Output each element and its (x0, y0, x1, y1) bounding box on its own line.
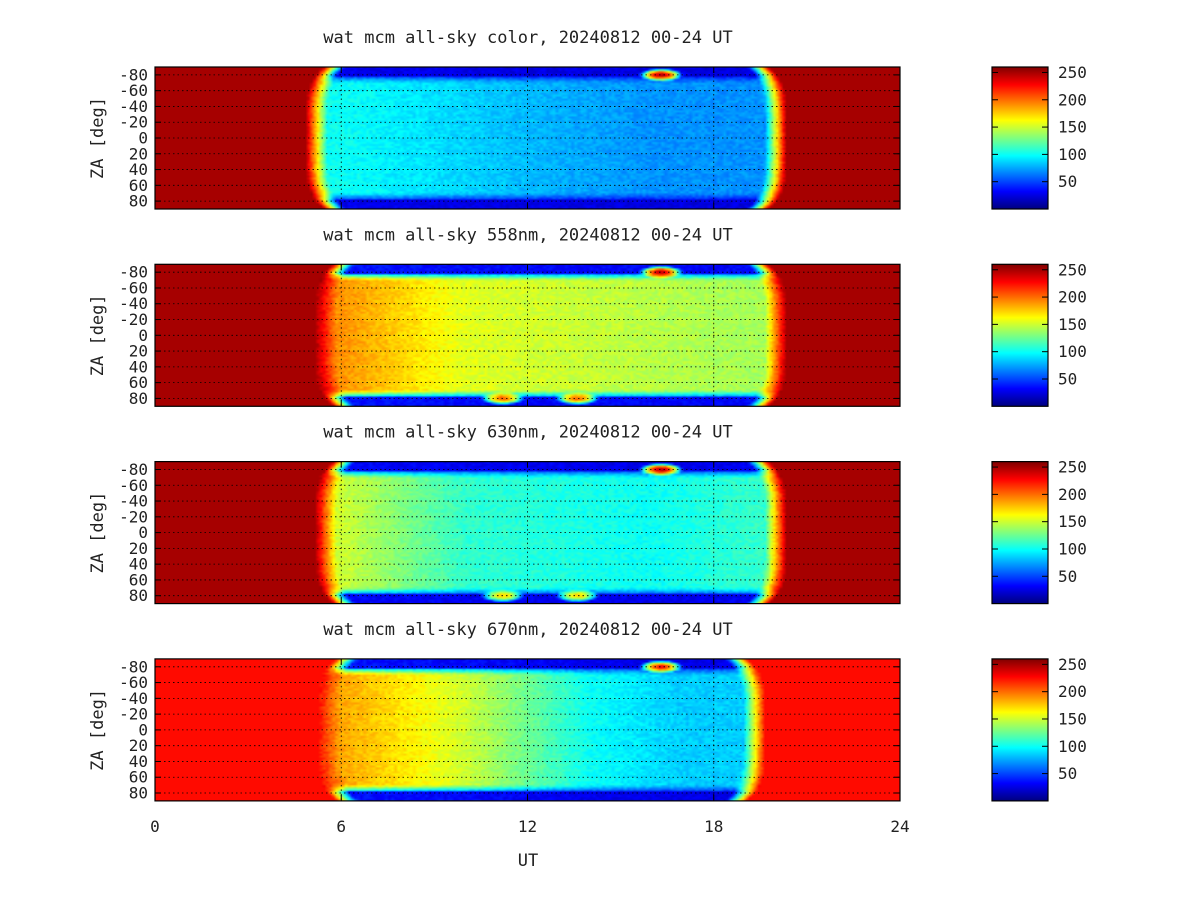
panel-2: wat mcm all-sky 558nm, 20240812 00-24 UT… (88, 225, 1087, 408)
x-tick-label: 24 (890, 817, 909, 836)
panel-3: wat mcm all-sky 630nm, 20240812 00-24 UT… (88, 423, 1087, 606)
colorbar-gradient (991, 263, 1049, 407)
y-tick-label: 0 (138, 523, 148, 542)
panel-title: wat mcm all-sky 630nm, 20240812 00-24 UT (323, 423, 732, 443)
y-tick-label: 40 (129, 160, 148, 179)
y-axis-label: ZA [deg] (88, 97, 108, 179)
panel-title: wat mcm all-sky 670nm, 20240812 00-24 UT (323, 620, 732, 640)
colorbar-tick-label: 250 (1058, 655, 1087, 674)
y-tick-label: 80 (129, 586, 148, 605)
colorbar-tick-label: 200 (1058, 485, 1087, 504)
colorbar: 50 100 150 200 250 (991, 260, 1087, 407)
y-tick-label: -20 (119, 113, 148, 132)
y-tick-label: 0 (138, 720, 148, 739)
y-tick-label: -60 (119, 476, 148, 495)
colorbar-tick-label: 100 (1058, 145, 1087, 164)
colorbar-tick-label: 150 (1058, 709, 1087, 728)
colorbar: 50 100 150 200 250 (991, 458, 1087, 605)
y-tick-label: -60 (119, 673, 148, 692)
y-tick-label: 60 (129, 570, 148, 589)
colorbar-tick-label: 150 (1058, 315, 1087, 334)
y-tick-label: 80 (129, 192, 148, 211)
colorbar-tick-label: 150 (1058, 512, 1087, 531)
colorbar-gradient (991, 66, 1049, 210)
colorbar-tick-label: 250 (1058, 458, 1087, 477)
y-tick-label: 60 (129, 373, 148, 392)
y-axis-label: ZA [deg] (88, 492, 108, 574)
y-tick-label: -40 (119, 492, 148, 511)
colorbar-tick-label: 200 (1058, 288, 1087, 307)
panel-4: wat mcm all-sky 670nm, 20240812 00-24 UT… (88, 620, 1087, 803)
y-tick-label: -40 (119, 689, 148, 708)
y-tick-label: 0 (138, 129, 148, 148)
colorbar-tick-label: 50 (1058, 567, 1077, 586)
colorbar-tick-label: 50 (1058, 172, 1077, 191)
y-tick-label: 60 (129, 768, 148, 787)
colorbar-gradient (991, 658, 1049, 802)
y-tick-label: 20 (129, 144, 148, 163)
y-axis-label: ZA [deg] (88, 689, 108, 771)
x-tick-label: 0 (150, 817, 160, 836)
panel-title: wat mcm all-sky color, 20240812 00-24 UT (323, 28, 732, 48)
colorbar-tick-label: 200 (1058, 90, 1087, 109)
y-tick-label: 20 (129, 736, 148, 755)
heatmap-image (155, 67, 900, 209)
y-tick-label: 40 (129, 752, 148, 771)
y-tick-label: 0 (138, 326, 148, 345)
colorbar-tick-label: 50 (1058, 369, 1077, 388)
y-tick-label: -60 (119, 81, 148, 100)
colorbar-tick-label: 100 (1058, 539, 1087, 558)
x-axis-label: UT (518, 851, 538, 871)
colorbar: 50 100 150 200 250 (991, 63, 1087, 210)
y-tick-label: -80 (119, 460, 148, 479)
y-tick-label: -80 (119, 65, 148, 84)
y-tick-label: 40 (129, 357, 148, 376)
y-tick-label: 80 (129, 784, 148, 803)
y-tick-label: 20 (129, 342, 148, 361)
y-tick-label: -20 (119, 310, 148, 329)
y-tick-label: -40 (119, 97, 148, 116)
panel-1: wat mcm all-sky color, 20240812 00-24 UT… (88, 28, 1087, 211)
y-tick-label: 80 (129, 389, 148, 408)
colorbar-tick-label: 50 (1058, 764, 1077, 783)
y-tick-label: 60 (129, 176, 148, 195)
panel-title: wat mcm all-sky 558nm, 20240812 00-24 UT (323, 225, 732, 245)
colorbar-tick-label: 200 (1058, 682, 1087, 701)
colorbar-tick-label: 250 (1058, 63, 1087, 82)
y-axis-label: ZA [deg] (88, 294, 108, 376)
y-tick-label: -80 (119, 657, 148, 676)
x-tick-label: 18 (704, 817, 723, 836)
x-tick-label: 6 (336, 817, 346, 836)
colorbar-tick-label: 250 (1058, 260, 1087, 279)
y-tick-label: -20 (119, 705, 148, 724)
y-tick-label: -20 (119, 507, 148, 526)
y-tick-label: 20 (129, 539, 148, 558)
colorbar-tick-label: 100 (1058, 737, 1087, 756)
y-tick-label: -60 (119, 278, 148, 297)
y-tick-label: -80 (119, 263, 148, 282)
colorbar: 50 100 150 200 250 (991, 655, 1087, 802)
y-tick-label: 40 (129, 555, 148, 574)
x-tick-label: 12 (518, 817, 537, 836)
heatmap-image (155, 264, 900, 407)
colorbar-tick-label: 100 (1058, 342, 1087, 361)
colorbar-gradient (991, 461, 1049, 605)
heatmap-image (155, 461, 900, 604)
y-tick-label: -40 (119, 294, 148, 313)
heatmap-image (155, 658, 900, 801)
colorbar-tick-label: 150 (1058, 118, 1087, 137)
